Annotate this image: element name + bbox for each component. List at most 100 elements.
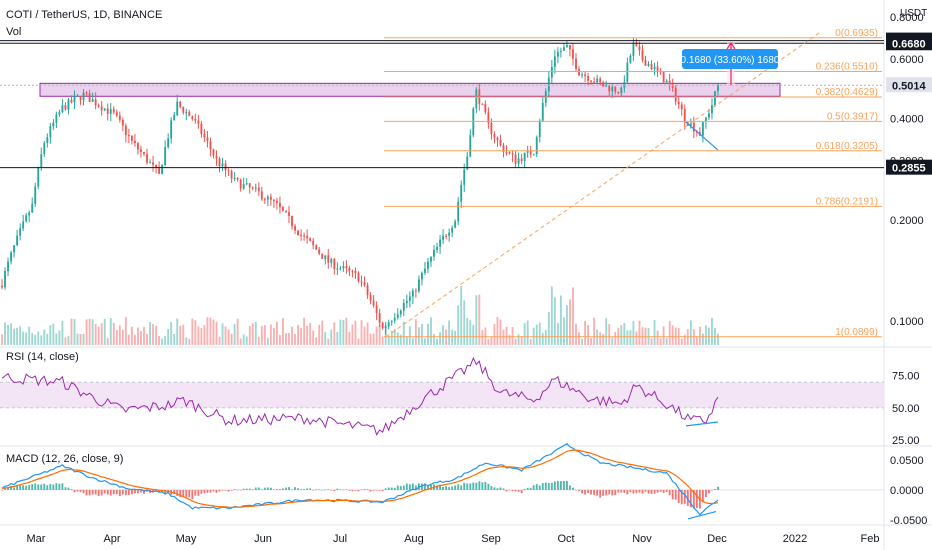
- macd-histogram-bar: [303, 489, 306, 490]
- macd-histogram-bar: [1, 489, 3, 491]
- candle-body: [140, 149, 142, 152]
- volume-bar: [439, 332, 441, 345]
- fib-level-label: 0.786(0.2191): [816, 196, 878, 207]
- candle-body: [439, 239, 441, 247]
- candle-body: [121, 119, 124, 126]
- volume-bar: [318, 324, 321, 345]
- volume-bar: [224, 326, 227, 345]
- macd-histogram-bar: [457, 484, 460, 490]
- candle-body: [541, 102, 544, 121]
- volume-bar: [668, 320, 671, 345]
- candle-body: [569, 44, 571, 50]
- time-tick-label: Apr: [103, 533, 120, 545]
- macd-histogram-bar: [411, 483, 414, 490]
- candle-body: [590, 80, 593, 82]
- candle-body: [457, 201, 460, 222]
- volume-bar: [711, 317, 713, 345]
- candle-body: [414, 290, 417, 292]
- macd-histogram-bar: [188, 489, 191, 498]
- volume-bar: [239, 338, 242, 345]
- fib-trend-line: [385, 31, 821, 338]
- volume-bar: [31, 332, 34, 345]
- macd-histogram-bar: [327, 489, 330, 490]
- vol-label: Vol: [6, 26, 21, 38]
- volume-bar: [321, 320, 324, 345]
- volume-bar: [70, 318, 73, 345]
- time-tick-label: Jul: [333, 533, 347, 545]
- macd-histogram-bar: [67, 487, 70, 490]
- candle-body: [711, 105, 713, 114]
- candle-body: [294, 226, 296, 231]
- macd-histogram-bar: [378, 489, 381, 491]
- candle-body: [608, 85, 611, 92]
- candle-body: [85, 92, 88, 94]
- candle-body: [714, 91, 716, 106]
- volume-bar: [194, 320, 197, 345]
- volume-bar: [76, 333, 79, 345]
- macd-histogram-bar: [318, 489, 321, 490]
- candle-body: [188, 112, 191, 117]
- volume-bar: [420, 323, 423, 345]
- candle-body: [118, 115, 121, 120]
- macd-histogram-bar: [146, 489, 148, 492]
- candle-body: [623, 81, 626, 88]
- macd-histogram-bar: [191, 489, 194, 500]
- volume-bar: [121, 329, 124, 345]
- candle-body: [170, 120, 173, 139]
- macd-histogram-bar: [463, 482, 466, 490]
- volume-bar: [662, 326, 665, 345]
- volume-bar: [279, 334, 281, 345]
- volume-bar: [324, 331, 327, 345]
- macd-histogram-bar: [578, 489, 580, 492]
- macd-histogram-bar: [393, 487, 396, 490]
- time-tick-label: Feb: [861, 533, 880, 545]
- volume-bar: [466, 317, 469, 345]
- candle-body: [493, 134, 496, 138]
- candle-body: [149, 162, 151, 164]
- volume-bar: [282, 318, 284, 345]
- candle-body: [28, 212, 31, 216]
- macd-histogram-bar: [520, 489, 523, 494]
- candle-body: [73, 96, 76, 103]
- volume-bar: [1, 334, 3, 345]
- macd-histogram-bar: [659, 489, 662, 492]
- macd-histogram-bar: [439, 484, 441, 490]
- macd-histogram-bar: [717, 486, 719, 490]
- macd-histogram-bar: [76, 489, 79, 492]
- candle-body: [635, 42, 638, 47]
- macd-histogram-bar: [288, 487, 290, 490]
- macd-histogram-bar: [451, 486, 454, 490]
- macd-histogram-bar: [106, 489, 109, 495]
- candle-body: [363, 282, 366, 286]
- candle-body: [581, 74, 583, 76]
- macd-histogram-bar: [245, 488, 248, 490]
- volume-bar: [130, 326, 133, 345]
- macd-histogram-bar: [4, 487, 6, 490]
- macd-histogram-bar: [475, 482, 478, 490]
- candle-body: [218, 158, 221, 167]
- candle-body: [197, 120, 200, 124]
- macd-histogram-bar: [608, 489, 611, 495]
- candle-body: [399, 310, 402, 315]
- macd-histogram-bar: [701, 489, 704, 503]
- macd-histogram-bar: [623, 489, 626, 493]
- volume-bar: [550, 286, 553, 345]
- candle-body: [496, 137, 499, 140]
- macd-histogram-bar: [109, 489, 112, 496]
- volume-bar: [52, 323, 55, 345]
- macd-histogram-bar: [484, 482, 487, 490]
- volume-bar: [73, 319, 76, 345]
- volume-bar: [614, 331, 617, 345]
- candle-body: [550, 66, 553, 78]
- volume-bar: [127, 334, 130, 345]
- candle-body: [411, 290, 414, 297]
- time-tick-label: May: [176, 533, 197, 545]
- time-tick-label: Sep: [481, 533, 501, 545]
- volume-bar: [641, 327, 644, 345]
- macd-tick-label: -0.0500: [890, 515, 927, 527]
- volume-bar: [463, 300, 466, 345]
- macd-histogram-bar: [185, 489, 188, 498]
- volume-bar: [384, 324, 387, 345]
- candle-body: [596, 78, 599, 83]
- macd-histogram-bar: [43, 483, 46, 490]
